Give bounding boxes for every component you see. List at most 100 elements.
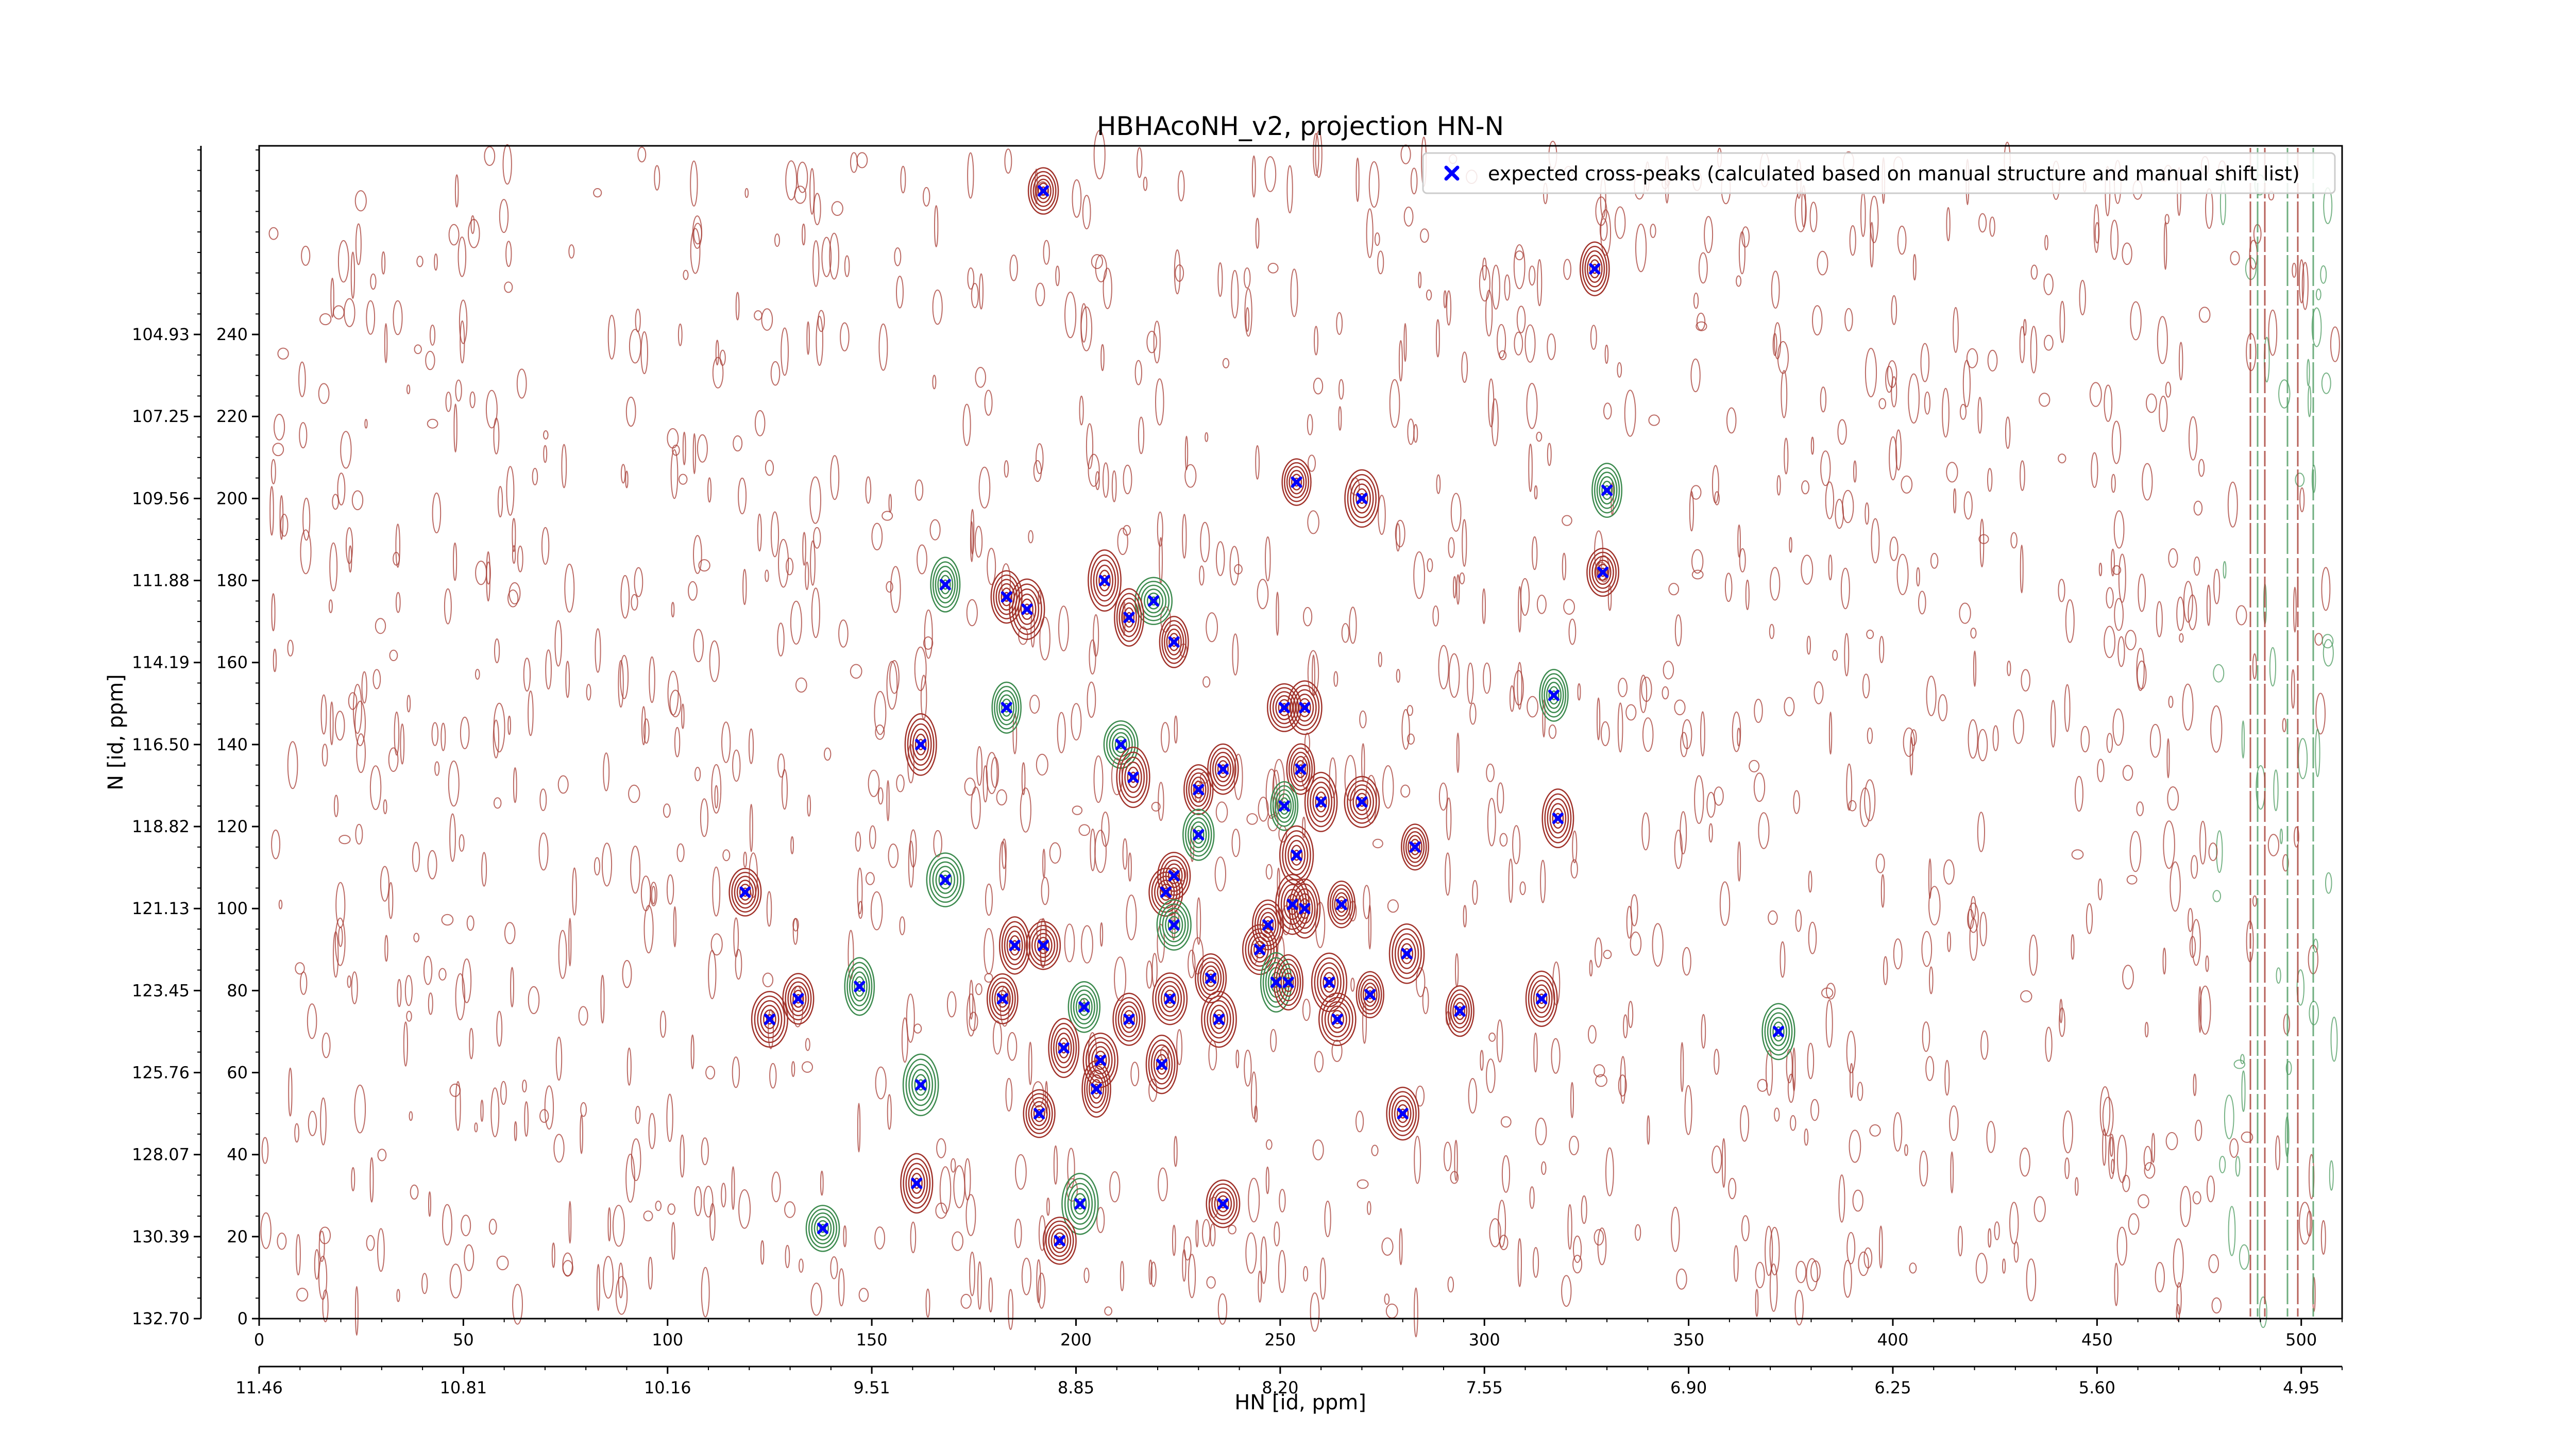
- noise-contour: [1497, 324, 1506, 359]
- noise-contour: [634, 567, 643, 597]
- noise-contour: [2165, 1132, 2178, 1151]
- noise-contour: [1177, 170, 1185, 201]
- noise-contour: [1858, 1251, 1869, 1276]
- noise-contour: [731, 1166, 735, 1210]
- noise-contour: [1694, 775, 1704, 824]
- legend-box: [1422, 152, 2336, 194]
- noise-contour: [2023, 318, 2027, 336]
- noise-contour: [1849, 1130, 1861, 1163]
- noise-contour: [969, 1012, 978, 1031]
- noise-contour: [840, 322, 850, 351]
- noise-contour: [1857, 1082, 1863, 1101]
- noise-contour: [1563, 259, 1572, 280]
- noise-contour: [666, 1093, 673, 1142]
- noise-contour: [1777, 341, 1789, 374]
- noise-contour: [1864, 779, 1876, 821]
- y-ppm-ticks: 132.70130.39128.07125.76123.45121.13118.…: [132, 146, 202, 1328]
- noise-contour: [1690, 485, 1702, 500]
- peak-contour: [1123, 607, 1135, 628]
- noise-contour: [1852, 1189, 1863, 1212]
- noise-contour: [2071, 849, 2084, 860]
- noise-contour: [1880, 874, 1885, 908]
- noise-contour: [2104, 384, 2113, 422]
- noise-contour: [794, 186, 807, 204]
- noise-contour: [320, 1097, 327, 1145]
- peak-contour: [986, 973, 1019, 1024]
- noise-contour: [545, 649, 552, 690]
- noise-contour: [2188, 594, 2197, 630]
- peak-contour: [1546, 682, 1562, 709]
- peak-contour: [926, 852, 965, 907]
- noise-contour: [1246, 813, 1258, 825]
- noise-contour: [1336, 312, 1343, 335]
- noise-contour: [538, 832, 549, 871]
- noise-contour: [1196, 897, 1201, 945]
- noise-contour: [1515, 250, 1524, 261]
- peak-contour: [1168, 633, 1180, 651]
- noise-contour: [2117, 636, 2125, 667]
- noise-contour: [1959, 403, 1967, 420]
- noise-contour: [2188, 908, 2193, 932]
- noise-contour: [857, 1103, 861, 1153]
- noise-contour: [294, 1123, 299, 1143]
- noise-contour: [1745, 579, 1750, 611]
- noise-contour: [1260, 1236, 1267, 1284]
- noise-contour: [1794, 191, 1807, 232]
- noise-contour: [1794, 1290, 1804, 1326]
- cross-peak-marker: [1127, 771, 1139, 783]
- noise-contour: [1231, 269, 1239, 319]
- noise-contour: [1459, 572, 1465, 585]
- noise-contour: [2020, 545, 2024, 594]
- noise-contour: [868, 769, 880, 797]
- legend: expected cross-peaks (calculated based o…: [1422, 152, 2336, 194]
- noise-contour: [2198, 307, 2211, 323]
- noise-contour: [874, 1226, 885, 1250]
- noise-contour: [1828, 712, 1833, 755]
- noise-contour: [1462, 519, 1467, 567]
- noise-contour: [1290, 268, 1298, 317]
- noise-contour: [917, 544, 927, 575]
- noise-contour: [1878, 398, 1886, 410]
- noise-contour: [1908, 373, 1920, 424]
- cross-peak-marker: [1335, 899, 1347, 911]
- noise-contour: [2176, 1304, 2180, 1321]
- noise-contour: [914, 646, 927, 692]
- cross-peak-marker: [1601, 484, 1613, 496]
- x-tick-label: 100: [652, 1330, 683, 1350]
- noise-contour: [677, 323, 683, 346]
- noise-contour: [670, 449, 679, 499]
- peak-contour: [1214, 1191, 1232, 1217]
- noise-contour: [714, 785, 719, 809]
- noise-contour: [1844, 633, 1850, 677]
- noise-contour: [1021, 762, 1026, 796]
- noise-contour: [1314, 326, 1318, 356]
- noise-contour: [1909, 1262, 1917, 1274]
- noise-contour: [640, 875, 651, 912]
- noise-contour: [1770, 567, 1781, 601]
- peak-contour: [1149, 596, 1158, 606]
- noise-contour: [812, 240, 820, 287]
- noise-contour: [1492, 264, 1500, 310]
- noise-contour: [384, 935, 388, 962]
- noise-contour: [1790, 1115, 1797, 1131]
- cross-peak-marker: [1168, 870, 1180, 882]
- noise-contour: [1479, 265, 1490, 302]
- noise-contour: [1547, 443, 1552, 466]
- noise-contour: [1603, 950, 1612, 959]
- noise-contour: [445, 392, 452, 412]
- noise-contour: [1969, 918, 1978, 961]
- noise-contour: [831, 201, 843, 216]
- peak-contour: [1097, 1055, 1104, 1066]
- noise-contour: [1079, 395, 1084, 426]
- noise-contour: [1148, 1079, 1158, 1102]
- noise-contour: [493, 417, 500, 454]
- noise-contour: [1680, 732, 1688, 757]
- y2-tick-label: 111.88: [132, 571, 190, 591]
- noise-contour: [1806, 635, 1811, 655]
- noise-contour: [1768, 910, 1778, 925]
- x-tick-label: 450: [2081, 1330, 2113, 1350]
- noise-contour: [1128, 852, 1132, 882]
- noise-contour: [1846, 763, 1853, 811]
- noise-contour: [2013, 709, 2024, 744]
- peak-contour: [1347, 474, 1377, 523]
